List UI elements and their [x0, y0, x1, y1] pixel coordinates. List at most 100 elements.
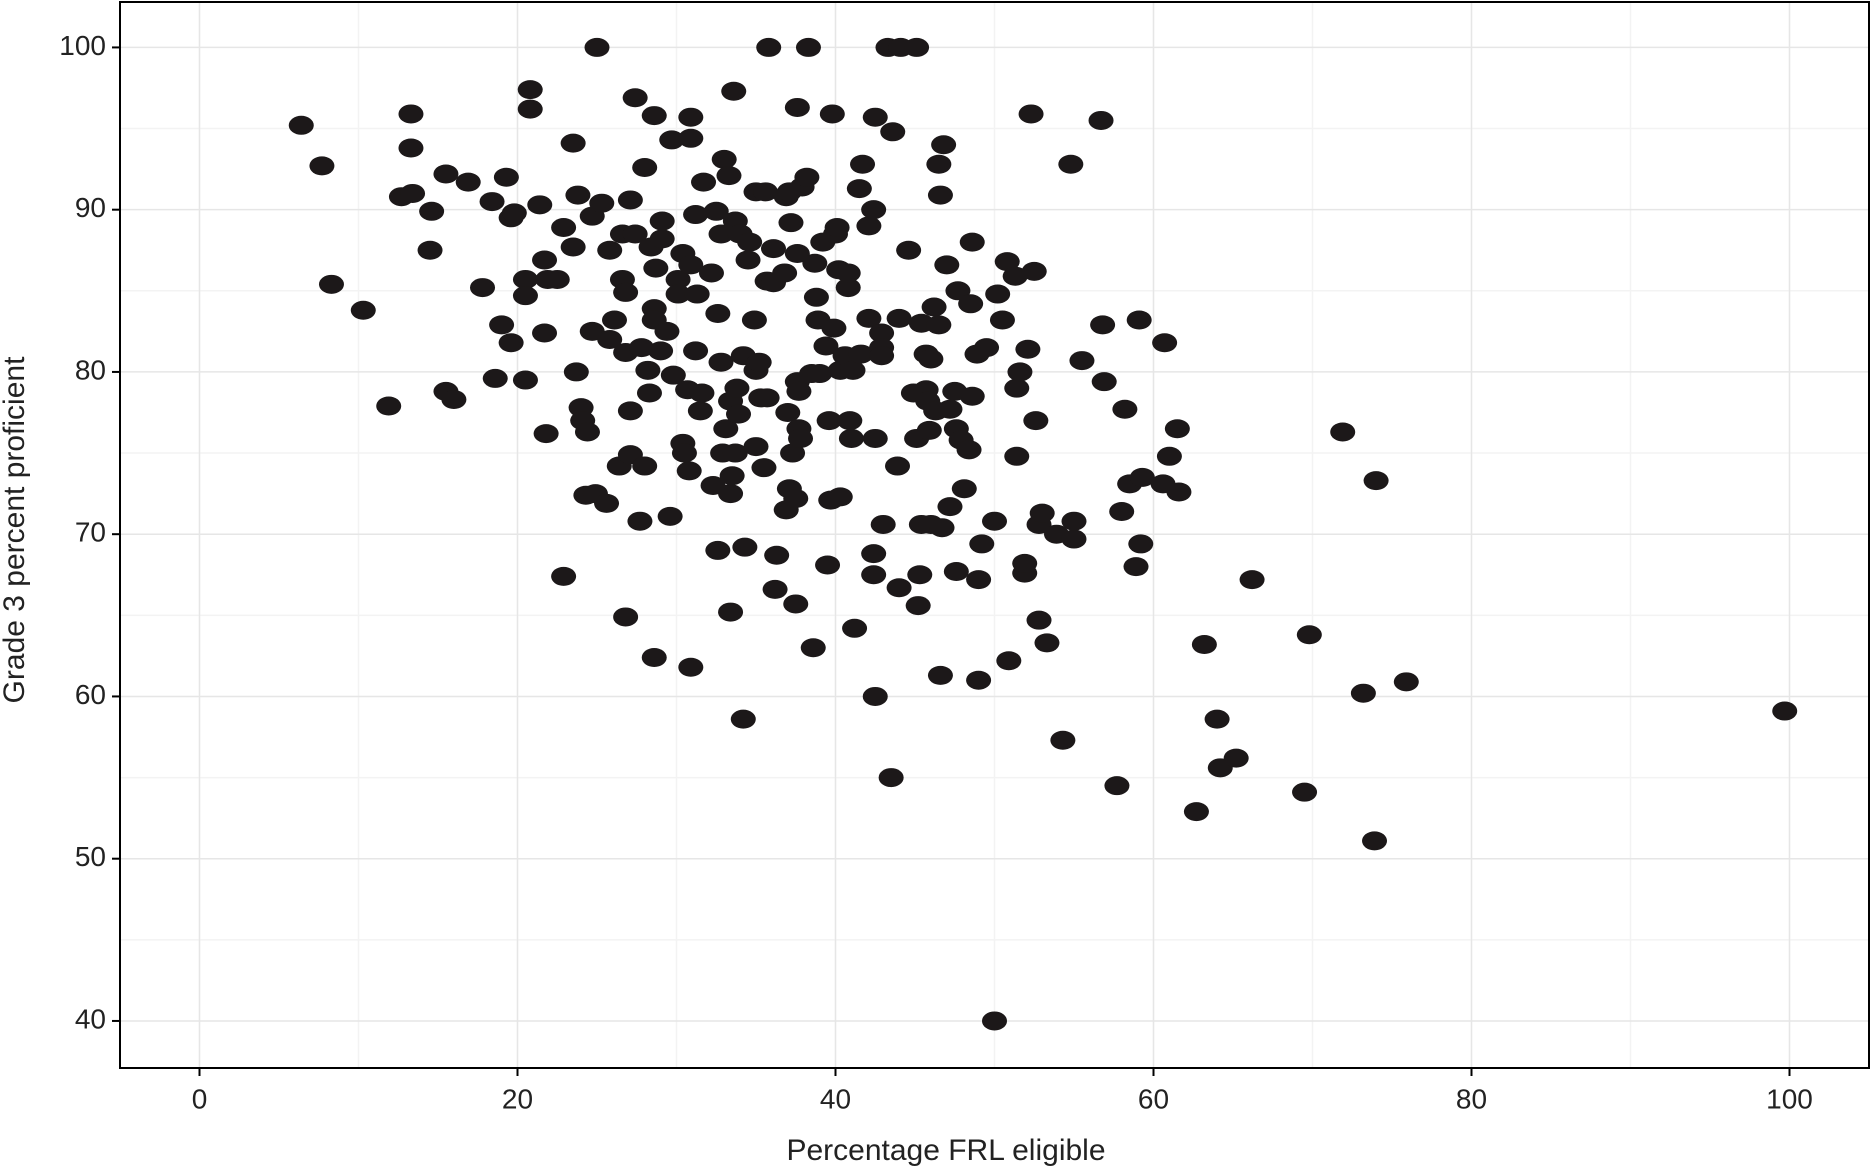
point — [753, 182, 779, 202]
point — [441, 390, 467, 410]
point — [597, 329, 623, 349]
point — [732, 537, 758, 557]
point — [861, 565, 887, 585]
point — [584, 37, 610, 57]
point — [671, 443, 697, 463]
point — [678, 255, 704, 275]
point — [678, 107, 704, 127]
point — [622, 88, 648, 108]
point — [926, 154, 952, 174]
point — [641, 648, 667, 668]
point — [632, 456, 658, 476]
point — [746, 352, 772, 372]
point — [1029, 503, 1055, 523]
point — [772, 263, 798, 283]
point — [861, 544, 887, 564]
point — [764, 545, 790, 565]
point — [479, 192, 505, 212]
point — [1061, 529, 1087, 549]
point — [956, 440, 982, 460]
point — [493, 167, 519, 187]
x-axis-title: Percentage FRL eligible — [786, 1134, 1105, 1167]
point — [601, 310, 627, 330]
point — [1088, 110, 1114, 130]
point — [560, 237, 586, 257]
point — [1050, 730, 1076, 750]
y-tick-label: 80 — [75, 354, 106, 385]
point — [617, 401, 643, 421]
point — [1015, 339, 1041, 359]
point — [288, 115, 314, 135]
x-tick-label: 20 — [502, 1083, 533, 1114]
point — [517, 80, 543, 100]
y-tick-label: 70 — [75, 517, 106, 548]
point — [517, 99, 543, 119]
point — [943, 562, 969, 582]
y-tick-label: 50 — [75, 841, 106, 872]
x-tick-label: 60 — [1138, 1083, 1169, 1114]
point — [684, 284, 710, 304]
point — [398, 104, 424, 124]
point — [1191, 635, 1217, 655]
point — [862, 686, 888, 706]
point — [861, 200, 887, 220]
point — [751, 458, 777, 478]
y-axis-title: Grade 3 percent proficient — [0, 356, 31, 704]
point — [622, 224, 648, 244]
point — [926, 315, 952, 335]
point — [676, 461, 702, 481]
point — [636, 383, 662, 403]
point — [1004, 446, 1030, 466]
point — [574, 422, 600, 442]
point — [563, 362, 589, 382]
point — [1363, 471, 1389, 491]
point — [632, 157, 658, 177]
point — [350, 300, 376, 320]
point — [512, 269, 538, 289]
point — [743, 437, 769, 457]
point — [721, 81, 747, 101]
point — [870, 514, 896, 534]
x-tick-label: 80 — [1456, 1083, 1487, 1114]
grid — [120, 2, 1869, 1068]
point — [544, 269, 570, 289]
point — [482, 368, 508, 388]
point — [784, 243, 810, 263]
point — [778, 213, 804, 233]
point — [376, 396, 402, 416]
point — [959, 232, 985, 252]
point — [969, 534, 995, 554]
point — [931, 135, 957, 155]
point — [945, 281, 971, 301]
point — [512, 286, 538, 306]
point — [597, 240, 623, 260]
point — [756, 37, 782, 57]
point — [1156, 446, 1182, 466]
point — [1296, 625, 1322, 645]
point — [803, 287, 829, 307]
point — [1152, 333, 1178, 353]
point — [795, 37, 821, 57]
point — [627, 511, 653, 531]
point — [737, 232, 763, 252]
point — [989, 310, 1015, 330]
point — [837, 411, 863, 431]
point — [649, 229, 675, 249]
x-tick-label: 40 — [820, 1083, 851, 1114]
point — [730, 709, 756, 729]
point — [862, 428, 888, 448]
point — [613, 607, 639, 627]
point — [869, 346, 895, 366]
point — [937, 497, 963, 517]
point — [869, 323, 895, 343]
point — [842, 618, 868, 638]
point — [1183, 802, 1209, 822]
point — [985, 284, 1011, 304]
point — [921, 297, 947, 317]
point — [1058, 154, 1084, 174]
point — [1204, 709, 1230, 729]
point — [1393, 672, 1419, 692]
point — [1129, 467, 1155, 487]
point — [886, 308, 912, 328]
point — [1166, 482, 1192, 502]
